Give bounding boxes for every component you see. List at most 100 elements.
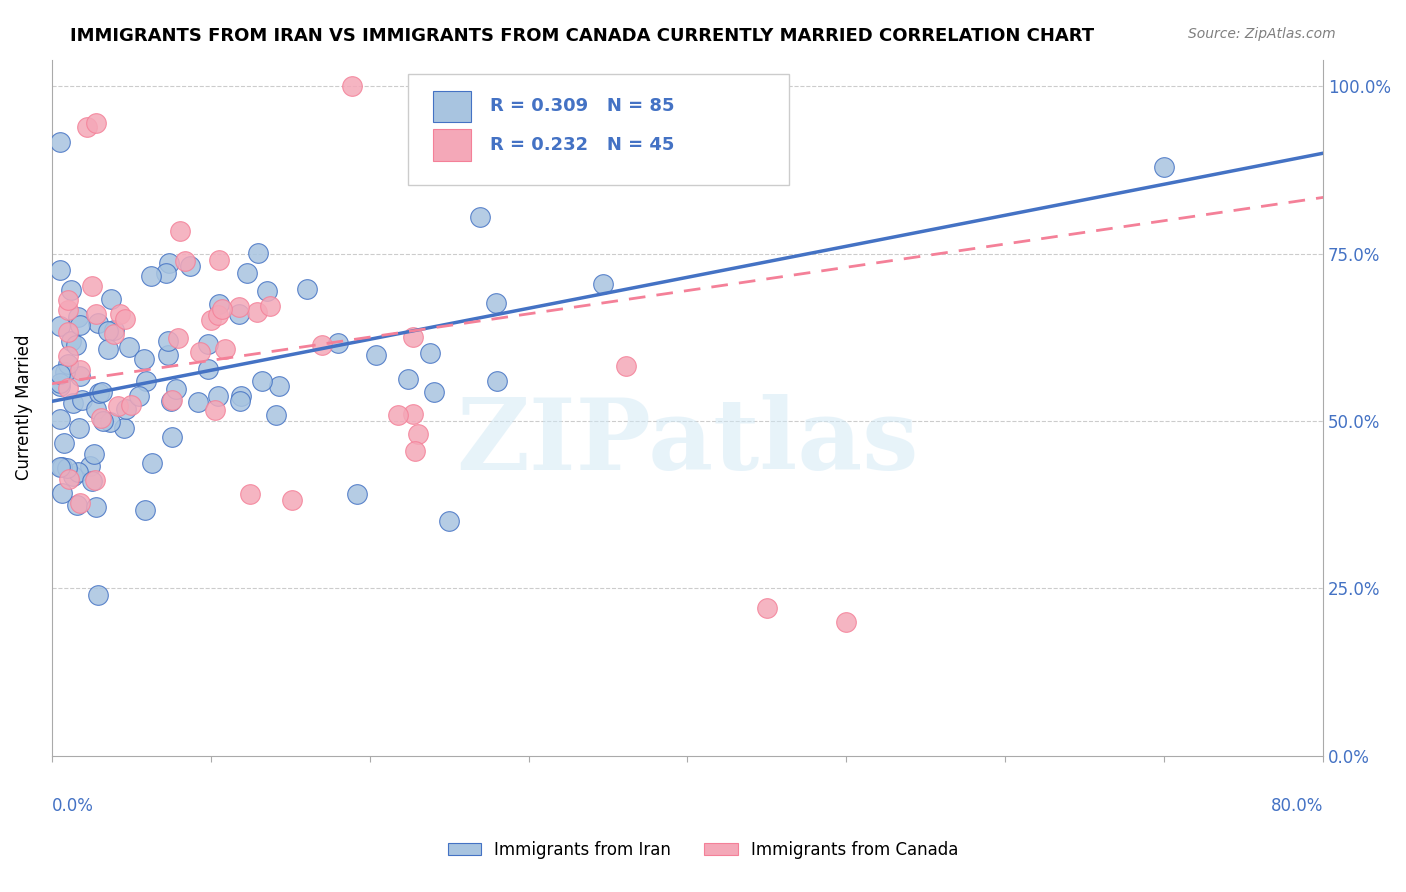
Point: [264, 408, 287, 422]
Point: [250, 374, 273, 388]
Point: [155, 267, 177, 281]
Point: [48, 376, 70, 391]
Point: [83, 473, 105, 487]
Point: [59, 334, 82, 348]
Text: 80.0%: 80.0%: [1271, 797, 1323, 815]
Point: [48, 136, 70, 150]
Point: [207, 309, 229, 323]
Point: [187, 395, 209, 409]
Point: [485, 296, 508, 310]
Point: [311, 338, 333, 352]
Point: [87, 316, 110, 330]
Point: [167, 331, 190, 345]
Point: [408, 426, 430, 441]
Point: [188, 345, 211, 359]
Point: [160, 393, 183, 408]
Point: [267, 378, 290, 392]
Point: [84, 500, 107, 514]
Point: [402, 407, 425, 421]
Point: [402, 330, 425, 344]
Point: [246, 305, 269, 319]
Point: [200, 313, 222, 327]
Text: ZIPatlas: ZIPatlas: [456, 394, 918, 491]
Point: [156, 348, 179, 362]
Point: [49, 460, 72, 475]
Point: [62, 469, 84, 483]
Point: [470, 210, 492, 224]
Point: [211, 302, 233, 317]
Text: R = 0.232   N = 45: R = 0.232 N = 45: [491, 136, 675, 153]
Point: [69, 369, 91, 384]
Point: [174, 253, 197, 268]
Point: [159, 393, 181, 408]
Point: [231, 389, 253, 403]
Point: [228, 300, 250, 314]
Point: [326, 335, 349, 350]
Point: [56, 381, 79, 395]
Point: [165, 382, 187, 396]
Point: [342, 79, 364, 94]
Point: [114, 312, 136, 326]
Point: [160, 430, 183, 444]
Bar: [433, 91, 471, 122]
Point: [56, 293, 79, 307]
Point: [437, 515, 460, 529]
Point: [239, 487, 262, 501]
Point: [141, 268, 163, 283]
Point: [141, 456, 163, 470]
Point: [229, 393, 252, 408]
Point: [107, 399, 129, 413]
Point: [204, 402, 226, 417]
Point: [387, 409, 409, 423]
Point: [83, 447, 105, 461]
Point: [297, 282, 319, 296]
Point: [97, 324, 120, 338]
Point: [69, 421, 91, 435]
Y-axis label: Currently Married: Currently Married: [15, 334, 32, 481]
Point: [156, 334, 179, 349]
Point: [256, 284, 278, 298]
Point: [197, 336, 219, 351]
Point: [84, 401, 107, 416]
Point: [69, 496, 91, 510]
Point: [90, 411, 112, 425]
Text: 0.0%: 0.0%: [52, 797, 94, 815]
Point: [58, 357, 80, 371]
Point: [69, 318, 91, 333]
Point: [118, 341, 141, 355]
Point: [66, 465, 89, 479]
Point: [48, 379, 70, 393]
Point: [56, 349, 79, 363]
Point: [100, 292, 122, 306]
Point: [89, 386, 111, 401]
Point: [364, 348, 387, 362]
Point: [60, 283, 83, 297]
Point: [87, 588, 110, 602]
Point: [236, 266, 259, 280]
Point: [66, 310, 89, 324]
Point: [69, 363, 91, 377]
Point: [90, 384, 112, 399]
Point: [49, 412, 72, 426]
Point: [82, 279, 104, 293]
Point: [76, 120, 98, 134]
Point: [53, 366, 76, 380]
Point: [486, 374, 509, 388]
Point: [157, 256, 180, 270]
Point: [396, 372, 419, 386]
Point: [108, 307, 131, 321]
Point: [56, 302, 79, 317]
Point: [79, 458, 101, 473]
Point: [84, 115, 107, 129]
Point: [614, 359, 637, 374]
Point: [835, 615, 858, 629]
Text: Source: ZipAtlas.com: Source: ZipAtlas.com: [1188, 27, 1336, 41]
Bar: [433, 129, 471, 161]
Point: [246, 246, 269, 260]
Point: [179, 259, 201, 273]
Point: [112, 420, 135, 434]
Point: [52, 436, 75, 450]
Point: [228, 307, 250, 321]
Point: [80, 474, 103, 488]
Point: [51, 459, 73, 474]
